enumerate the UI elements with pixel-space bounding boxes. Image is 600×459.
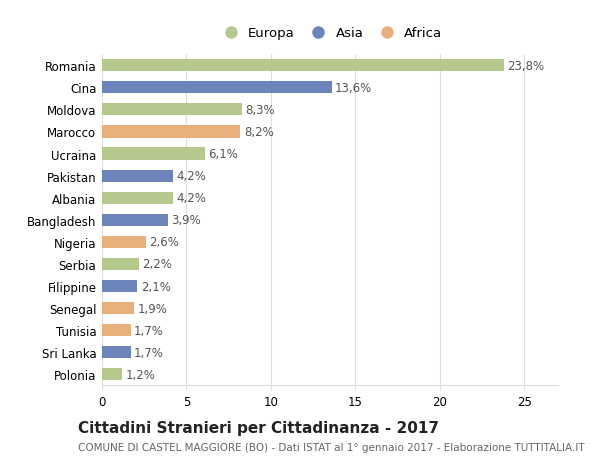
Text: 1,2%: 1,2%: [125, 368, 155, 381]
Bar: [102, 369, 122, 381]
Text: 2,2%: 2,2%: [143, 258, 172, 271]
Text: Cittadini Stranieri per Cittadinanza - 2017: Cittadini Stranieri per Cittadinanza - 2…: [78, 420, 439, 435]
Bar: [102, 347, 131, 358]
Bar: [102, 104, 242, 116]
Text: 1,9%: 1,9%: [137, 302, 167, 315]
Bar: [102, 192, 173, 204]
Bar: [102, 60, 504, 72]
Bar: [102, 325, 131, 336]
Bar: [102, 258, 139, 270]
Text: 2,1%: 2,1%: [141, 280, 171, 293]
Bar: [102, 280, 137, 292]
Text: 23,8%: 23,8%: [508, 60, 544, 73]
Text: 1,7%: 1,7%: [134, 324, 164, 337]
Text: 8,3%: 8,3%: [245, 104, 275, 117]
Text: 6,1%: 6,1%: [208, 148, 238, 161]
Text: 8,2%: 8,2%: [244, 126, 274, 139]
Text: 1,7%: 1,7%: [134, 346, 164, 359]
Bar: [102, 126, 241, 138]
Text: 13,6%: 13,6%: [335, 82, 373, 95]
Bar: [102, 214, 168, 226]
Text: COMUNE DI CASTEL MAGGIORE (BO) - Dati ISTAT al 1° gennaio 2017 - Elaborazione TU: COMUNE DI CASTEL MAGGIORE (BO) - Dati IS…: [78, 442, 584, 452]
Text: 2,6%: 2,6%: [149, 236, 179, 249]
Text: 3,9%: 3,9%: [171, 214, 201, 227]
Bar: [102, 302, 134, 314]
Legend: Europa, Asia, Africa: Europa, Asia, Africa: [212, 22, 448, 45]
Text: 4,2%: 4,2%: [176, 192, 206, 205]
Bar: [102, 170, 173, 182]
Bar: [102, 148, 205, 160]
Text: 4,2%: 4,2%: [176, 170, 206, 183]
Bar: [102, 236, 146, 248]
Bar: [102, 82, 332, 94]
